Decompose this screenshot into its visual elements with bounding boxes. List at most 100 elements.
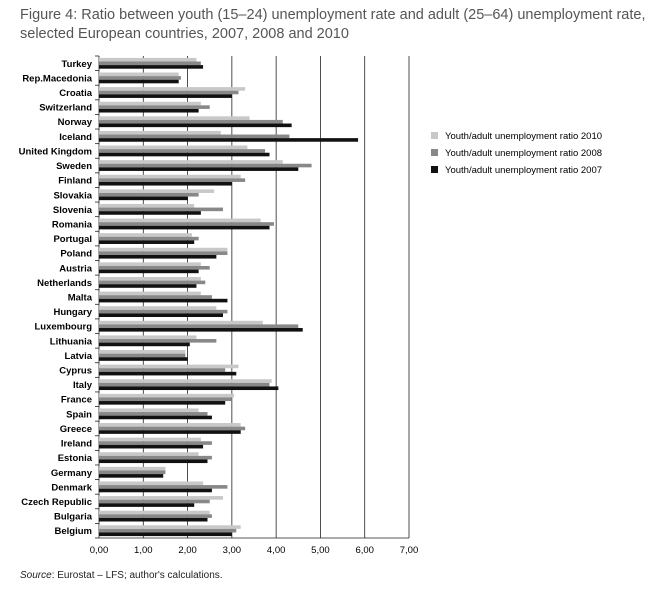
bar-estonia-series-3 — [99, 459, 208, 464]
category-label: Italy — [73, 380, 93, 391]
bar-finland-series-3 — [99, 181, 232, 186]
bar-netherlands-series-2 — [99, 280, 206, 285]
category-label: France — [61, 395, 92, 406]
category-label: Belgium — [55, 526, 92, 537]
category-label: Slovenia — [53, 205, 93, 216]
bar-poland-series-3 — [99, 254, 217, 259]
bar-switzerland-series-3 — [99, 108, 199, 113]
bar-lithuania-series-2 — [99, 339, 217, 343]
category-label: Lithuania — [50, 336, 93, 347]
x-tick-label: 3,00 — [223, 545, 242, 556]
category-label: Romania — [52, 219, 93, 230]
category-label: Netherlands — [37, 278, 92, 289]
bar-luxembourg-series-3 — [99, 328, 303, 332]
bar-finland-series-2 — [99, 178, 246, 182]
bar-norway-series-2 — [99, 119, 283, 124]
bar-bulgaria-series-2 — [99, 514, 212, 518]
bar-czech-republic-series-2 — [99, 499, 210, 504]
bar-rep-macedonia-series-1 — [99, 72, 179, 77]
category-label: Bulgaria — [54, 512, 93, 523]
bar-france-series-2 — [99, 397, 232, 402]
x-tick-label: 2,00 — [178, 545, 197, 556]
bar-netherlands-series-3 — [99, 284, 197, 288]
category-label: Finland — [58, 176, 92, 187]
x-tick-label: 4,00 — [267, 545, 286, 556]
bar-malta-series-2 — [99, 295, 212, 299]
bar-slovenia-series-1 — [99, 203, 195, 208]
category-label: United Kingdom — [19, 146, 92, 157]
bar-estonia-series-1 — [99, 452, 199, 456]
category-label: Switzerland — [39, 103, 92, 114]
bar-iceland-series-2 — [99, 134, 290, 139]
bar-greece-series-1 — [99, 423, 241, 427]
bar-germany-series-1 — [99, 466, 166, 471]
bar-austria-series-2 — [99, 265, 210, 270]
bar-malta-series-3 — [99, 298, 228, 303]
bar-belgium-series-3 — [99, 532, 232, 537]
bar-slovakia-series-2 — [99, 192, 199, 197]
category-label: Ireland — [61, 439, 92, 450]
legend-label: Youth/adult unemployment ratio 2010 — [445, 131, 602, 142]
bar-latvia-series-2 — [99, 353, 186, 358]
bar-lithuania-series-3 — [99, 342, 190, 347]
bar-iceland-series-3 — [99, 138, 359, 142]
bar-czech-republic-series-1 — [99, 496, 223, 500]
category-label: Poland — [60, 249, 92, 260]
bar-rep-macedonia-series-3 — [99, 79, 179, 84]
bar-latvia-series-1 — [99, 350, 186, 354]
source-label: Source — [20, 570, 52, 581]
bar-norway-series-1 — [99, 116, 250, 120]
bar-sweden-series-2 — [99, 163, 312, 168]
bar-cyprus-series-1 — [99, 364, 239, 369]
bar-estonia-series-2 — [99, 455, 212, 460]
bar-portugal-series-3 — [99, 240, 195, 244]
bar-czech-republic-series-3 — [99, 503, 195, 507]
category-label: Rep.Macedonia — [22, 73, 92, 84]
category-label: Sweden — [56, 161, 92, 172]
bar-france-series-3 — [99, 401, 226, 405]
bar-sweden-series-3 — [99, 167, 299, 171]
x-tick-label: 6,00 — [355, 545, 374, 556]
bar-hungary-series-1 — [99, 306, 217, 310]
bar-luxembourg-series-2 — [99, 324, 299, 329]
category-label: Luxembourg — [34, 322, 92, 333]
bar-turkey-series-1 — [99, 57, 197, 62]
bar-romania-series-3 — [99, 225, 270, 230]
bar-ireland-series-3 — [99, 444, 204, 449]
bar-ireland-series-2 — [99, 441, 212, 445]
bar-italy-series-2 — [99, 382, 270, 387]
bar-poland-series-1 — [99, 247, 228, 252]
bar-malta-series-1 — [99, 291, 201, 296]
source-text: : Eurostat – LFS; author's calculations. — [51, 570, 223, 581]
source-note: Source: Eurostat – LFS; author's calcula… — [20, 570, 223, 581]
bar-ireland-series-1 — [99, 437, 201, 442]
bar-croatia-series-1 — [99, 87, 246, 91]
category-label: Estonia — [58, 453, 93, 464]
bar-denmark-series-1 — [99, 481, 204, 486]
bar-austria-series-1 — [99, 262, 201, 266]
x-tick-label: 0,00 — [90, 545, 109, 556]
category-label: Greece — [60, 424, 92, 435]
bar-italy-series-1 — [99, 379, 272, 383]
bar-cyprus-series-3 — [99, 371, 237, 376]
legend-swatch — [431, 166, 438, 173]
bar-spain-series-2 — [99, 412, 208, 416]
legend-swatch — [431, 132, 438, 139]
bar-lithuania-series-1 — [99, 335, 197, 340]
bar-belgium-series-1 — [99, 525, 241, 529]
bar-latvia-series-3 — [99, 357, 188, 361]
bar-slovakia-series-3 — [99, 196, 188, 201]
bar-united-kingdom-series-3 — [99, 152, 270, 157]
bar-france-series-1 — [99, 393, 235, 398]
bar-poland-series-2 — [99, 251, 228, 255]
bar-portugal-series-2 — [99, 236, 199, 241]
category-label: Latvia — [65, 351, 93, 362]
category-label: Czech Republic — [21, 497, 92, 508]
bar-spain-series-1 — [99, 408, 199, 413]
bar-germany-series-3 — [99, 474, 164, 478]
legend-label: Youth/adult unemployment ratio 2008 — [445, 148, 602, 159]
category-label: Denmark — [51, 482, 92, 493]
bar-denmark-series-2 — [99, 485, 228, 489]
bar-greece-series-2 — [99, 426, 246, 431]
category-label: Cyprus — [59, 366, 92, 377]
